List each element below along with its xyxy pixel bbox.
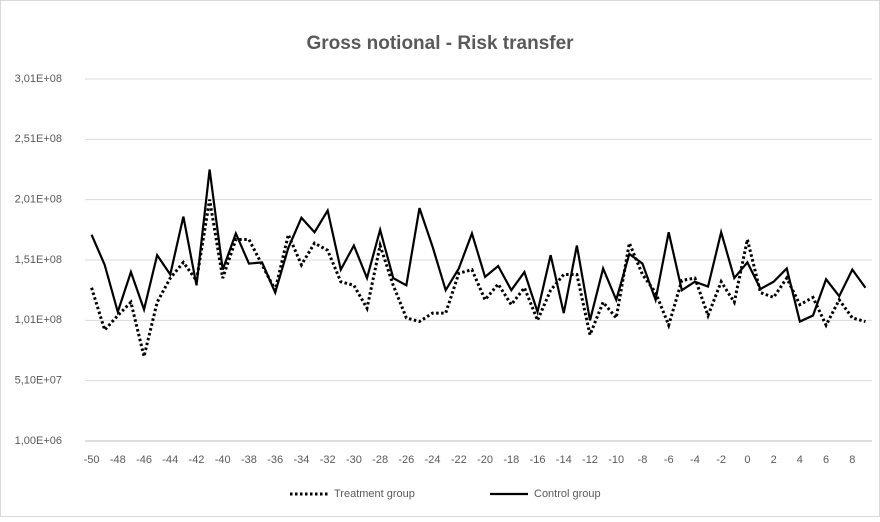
- x-tick-label: -46: [136, 454, 152, 466]
- y-tick-label: 2,01E+08: [15, 194, 62, 206]
- x-tick-label: -42: [189, 454, 205, 466]
- y-tick-label: 1,00E+06: [15, 435, 62, 447]
- x-tick-label: -22: [451, 454, 467, 466]
- x-tick-label: -28: [372, 454, 388, 466]
- x-tick-label: 8: [849, 454, 855, 466]
- series-line: [90, 169, 867, 324]
- x-tick-label: -40: [215, 454, 231, 466]
- x-tick-label: 0: [744, 454, 750, 466]
- x-tick-label: -30: [346, 454, 362, 466]
- legend-label: Treatment group: [334, 488, 415, 500]
- y-tick-label: 1,51E+08: [15, 254, 62, 266]
- series-line: [90, 199, 866, 357]
- y-tick-label: 5,10E+07: [15, 375, 62, 387]
- x-tick-label: -16: [530, 454, 546, 466]
- x-tick-label: -12: [582, 454, 598, 466]
- x-tick-label: -10: [608, 454, 624, 466]
- y-tick-label: 3,01E+08: [15, 73, 62, 85]
- x-tick-label: -26: [398, 454, 414, 466]
- x-tick-label: -8: [638, 454, 648, 466]
- x-tick-label: -38: [241, 454, 257, 466]
- x-tick-label: -50: [84, 454, 100, 466]
- y-tick-label: 2,51E+08: [15, 133, 62, 145]
- x-tick-label: -20: [477, 454, 493, 466]
- chart-title: Gross notional - Risk transfer: [306, 33, 574, 54]
- x-tick-label: -6: [664, 454, 674, 466]
- legend-label: Control group: [534, 488, 601, 500]
- x-tick-label: -34: [293, 454, 309, 466]
- x-tick-label: -48: [110, 454, 126, 466]
- x-tick-label: -24: [425, 454, 441, 466]
- x-tick-label: -32: [320, 454, 336, 466]
- x-tick-label: 2: [771, 454, 777, 466]
- x-tick-label: 6: [823, 454, 829, 466]
- x-tick-label: 4: [797, 454, 803, 466]
- x-tick-label: -14: [556, 454, 572, 466]
- x-tick-label: -4: [690, 454, 700, 466]
- x-tick-label: -44: [162, 454, 178, 466]
- x-tick-label: -18: [503, 454, 519, 466]
- y-tick-label: 1,01E+08: [15, 314, 62, 326]
- x-tick-label: -2: [716, 454, 726, 466]
- x-tick-label: -36: [267, 454, 283, 466]
